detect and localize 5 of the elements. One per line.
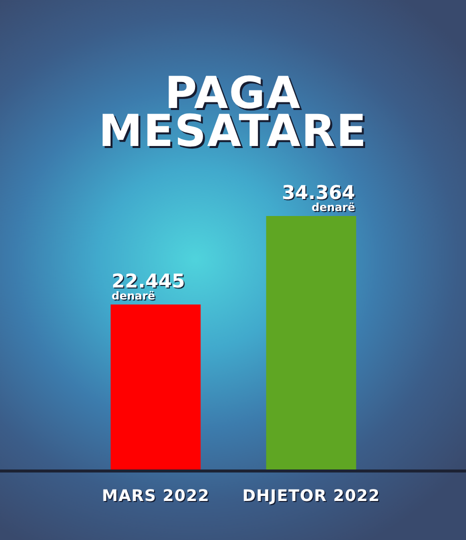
chart-title: PAGA MESATARE <box>98 68 368 157</box>
x-tick-label: MARS 2022 <box>102 486 210 505</box>
data-label: 34.364 denarë <box>282 182 356 214</box>
data-label: 22.445 denarë <box>112 270 185 302</box>
x-tick-label: DHJETOR 2022 <box>242 486 380 505</box>
